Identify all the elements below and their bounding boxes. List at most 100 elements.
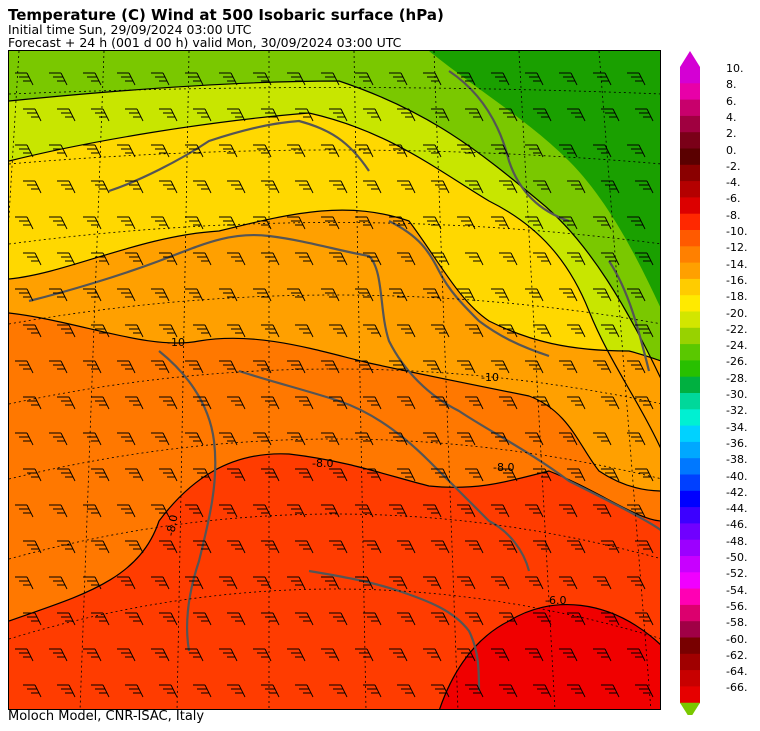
wind-barb: [321, 576, 340, 590]
legend-level-label: -16.: [726, 273, 748, 287]
wind-barb: [117, 144, 136, 158]
wind-barb: [499, 252, 518, 266]
contour-line: [9, 209, 660, 362]
wind-barb: [593, 216, 612, 230]
wind-barb: [83, 504, 102, 518]
wind-barb: [525, 432, 544, 446]
wind-barb: [423, 360, 442, 374]
wind-barb: [151, 216, 170, 230]
wind-barb: [219, 144, 238, 158]
wind-barb: [49, 432, 68, 446]
wind-barb: [151, 648, 170, 662]
wind-barb: [159, 180, 178, 194]
wind-barb: [193, 108, 212, 122]
wind-barb: [491, 504, 510, 518]
wind-barb: [125, 396, 144, 410]
contour-line: [9, 453, 660, 622]
wind-barb: [287, 576, 306, 590]
wind-barb: [567, 108, 586, 122]
wind-barb: [457, 72, 476, 86]
legend-level-label: -22.: [726, 322, 748, 336]
legend-swatch: [680, 230, 700, 247]
band-red: [439, 604, 660, 709]
wind-barb: [397, 324, 416, 338]
wind-barb: [491, 144, 510, 158]
wind-barb: [219, 648, 238, 662]
border: [448, 70, 570, 223]
wind-barb: [295, 396, 314, 410]
wind-barb: [533, 540, 552, 554]
wind-barb: [287, 360, 306, 374]
wind-barb: [321, 216, 340, 230]
wind-barb: [627, 144, 646, 158]
wind-barb: [261, 612, 280, 626]
wind-barb: [49, 216, 68, 230]
wind-barb: [83, 360, 102, 374]
legend-swatch: [680, 425, 700, 443]
wind-barb: [465, 180, 484, 194]
wind-barb: [15, 216, 34, 230]
wind-barb: [23, 108, 42, 122]
wind-barb: [227, 540, 246, 554]
wind-barb: [465, 324, 484, 338]
legend-level-label: -34.: [726, 420, 748, 434]
legend-level-label: 4.: [726, 110, 737, 124]
wind-barb: [457, 360, 476, 374]
wind-barb: [329, 252, 348, 266]
wind-barb: [423, 576, 442, 590]
legend-swatch: [680, 344, 700, 361]
wind-barb: [397, 468, 416, 482]
wind-barb: [635, 180, 654, 194]
wind-barb: [227, 180, 246, 194]
wind-barb: [525, 504, 544, 518]
wind-barb: [193, 324, 212, 338]
legend-swatch: [680, 393, 700, 410]
wind-barb: [117, 72, 136, 86]
wind-barb: [567, 468, 586, 482]
wind-barb: [83, 72, 102, 86]
wind-barb: [15, 144, 34, 158]
wind-barb: [423, 648, 442, 662]
wind-barb: [363, 324, 382, 338]
legend-swatch: [680, 164, 700, 182]
wind-barb: [295, 252, 314, 266]
wind-barb: [295, 108, 314, 122]
wind-barb: [193, 612, 212, 626]
wind-barb: [57, 684, 76, 698]
wind-barb: [253, 432, 272, 446]
wind-barb: [627, 432, 646, 446]
legend-swatch: [680, 621, 700, 638]
wind-barb: [431, 252, 450, 266]
legend-swatch: [680, 67, 700, 84]
wind-barb: [491, 216, 510, 230]
wind-barb: [363, 396, 382, 410]
graticule-line: [9, 87, 660, 95]
wind-barb: [567, 540, 586, 554]
wind-barb: [593, 360, 612, 374]
wind-barb: [193, 468, 212, 482]
wind-barb: [627, 360, 646, 374]
wind-barb: [627, 648, 646, 662]
wind-barb: [15, 576, 34, 590]
wind-barb: [125, 108, 144, 122]
wind-barb: [159, 324, 178, 338]
wind-barb: [559, 360, 578, 374]
wind-barb: [295, 324, 314, 338]
wind-barb: [389, 576, 408, 590]
border: [108, 119, 370, 193]
wind-barb: [457, 288, 476, 302]
legend-level-label: -12.: [726, 241, 748, 255]
wind-barb: [329, 108, 348, 122]
wind-barb: [295, 468, 314, 482]
graticule-line: [9, 588, 660, 640]
wind-barb: [49, 72, 68, 86]
wind-barb: [117, 216, 136, 230]
wind-barb: [423, 144, 442, 158]
legend-level-label: -66.: [726, 681, 748, 695]
legend-arrow-bottom: [680, 702, 700, 715]
wind-barb: [185, 504, 204, 518]
contour-line: [9, 312, 660, 492]
legend-swatch: [680, 311, 700, 329]
legend-swatch: [680, 148, 700, 166]
wind-barb: [601, 324, 620, 338]
